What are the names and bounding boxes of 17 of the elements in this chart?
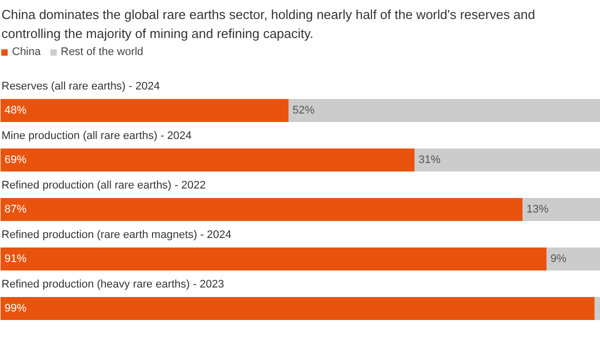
y-tick-label: Refined production (rare earth magnets) - 2024: [2, 229, 232, 241]
data-label: 9%: [550, 253, 567, 265]
y-tick-label: Reserves (all rare earths) - 2024: [2, 80, 160, 92]
data-label: 87%: [4, 204, 27, 216]
y-tick-label: Refined production (all rare earths) - 2022: [2, 180, 206, 192]
data-label: 91%: [4, 253, 27, 265]
data-label: 69%: [4, 154, 27, 166]
data-label: 31%: [418, 154, 441, 166]
chart-title: China dominates the global rare earths sector, holding nearly half of the world's reserves and controlling the majority of mining and refining capacity.: [2, 7, 536, 41]
data-label: 52%: [292, 104, 315, 116]
y-tick-label: Refined production (heavy rare earths) - 2023: [2, 278, 224, 290]
y-tick-label: Mine production (all rare earths) - 2024: [2, 130, 192, 142]
legend-label: Rest of the world: [60, 46, 144, 58]
data-label: 13%: [526, 204, 549, 216]
data-label: 99%: [4, 302, 27, 314]
legend-label: China: [12, 46, 41, 58]
data-label: 48%: [4, 104, 27, 116]
